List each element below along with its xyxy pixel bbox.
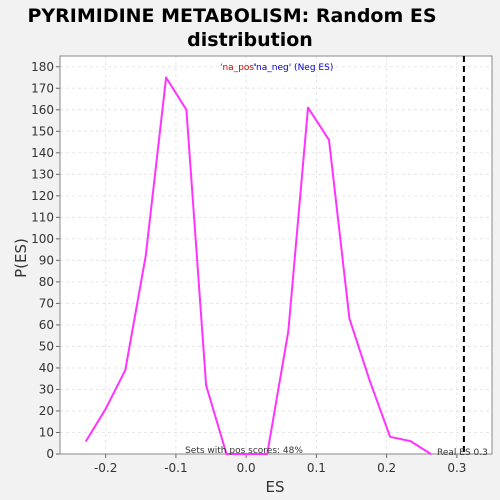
y-tick-label: 70 [39, 296, 54, 310]
y-tick-label: 160 [31, 103, 54, 117]
y-tick-label: 150 [31, 124, 54, 138]
y-tick-label: 40 [39, 361, 54, 375]
legend: 'na_pos''na_neg' (Neg ES) [220, 63, 333, 73]
pos-scores-annotation: Sets with pos scores: 48% [185, 446, 303, 456]
data-point [185, 108, 188, 111]
data-point [348, 317, 351, 320]
data-point [165, 76, 167, 79]
plot-area [60, 56, 492, 454]
x-tick-label: -0.1 [164, 461, 187, 475]
x-tick-label: 0.3 [447, 461, 466, 475]
legend-neg-label: 'na_neg' (Neg ES) [254, 63, 334, 73]
y-tick-label: 140 [31, 146, 54, 160]
x-tick-label: -0.2 [94, 461, 117, 475]
axes: 0 10 20 30 40 50 60 70 80 90 100 110 120 130 140 150 160… [31, 55, 493, 475]
gridlines [60, 56, 492, 455]
y-tick-label: 20 [39, 404, 54, 418]
data-point [124, 369, 127, 371]
data-point [205, 384, 207, 386]
es-distribution-line [85, 76, 432, 455]
data-point [328, 139, 330, 141]
legend-pos-label: 'na_pos' [220, 63, 257, 73]
data-point [104, 408, 107, 410]
data-point [430, 453, 432, 455]
data-point [144, 255, 147, 257]
y-tick-label: 60 [39, 318, 54, 332]
y-tick-label: 110 [31, 210, 54, 224]
data-point [409, 440, 412, 442]
y-tick-label: 120 [31, 189, 54, 203]
y-tick-label: 180 [31, 60, 54, 74]
data-point [85, 440, 87, 442]
plot-border [59, 55, 493, 455]
y-tick-label: 30 [39, 382, 54, 396]
data-point [307, 106, 309, 109]
x-axis-title: ES [266, 478, 285, 496]
y-tick-label: 0 [46, 447, 54, 461]
data-point [225, 453, 228, 455]
y-tick-label: 80 [39, 275, 54, 289]
x-tick-label: 0.1 [307, 461, 326, 475]
series-layer [85, 56, 465, 455]
x-tick-label: 0.0 [237, 461, 256, 475]
data-point [266, 453, 269, 455]
data-point [389, 435, 391, 438]
data-point [245, 453, 247, 455]
y-tick-label: 130 [31, 167, 54, 181]
data-point [287, 330, 290, 333]
y-tick-label: 10 [39, 425, 54, 439]
chart-title-line1: PYRIMIDINE METABOLISM: Random ES [27, 5, 436, 27]
y-tick-label: 100 [31, 232, 54, 246]
x-tick-label: 0.2 [377, 461, 396, 475]
y-tick-label: 90 [39, 253, 54, 267]
y-tick-label: 170 [31, 81, 54, 95]
data-point [368, 380, 371, 382]
chart-title-line2: distribution [187, 29, 313, 51]
y-axis-title: P(ES) [12, 238, 30, 278]
real-es-label: Real ES 0.3 [437, 448, 488, 458]
y-tick-label: 50 [39, 339, 54, 353]
